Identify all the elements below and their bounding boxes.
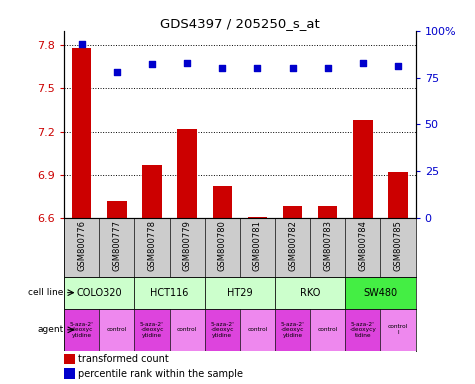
Bar: [99, 309, 134, 351]
Bar: [275, 276, 345, 309]
Point: [254, 65, 261, 71]
Bar: [134, 309, 170, 351]
Text: GSM800785: GSM800785: [394, 220, 402, 271]
Text: cell line: cell line: [28, 288, 64, 297]
Point: [359, 60, 367, 66]
Text: control: control: [318, 327, 338, 332]
Bar: [275, 309, 310, 351]
Bar: [380, 218, 416, 276]
Bar: [240, 218, 275, 276]
Bar: [64, 218, 99, 276]
Title: GDS4397 / 205250_s_at: GDS4397 / 205250_s_at: [160, 17, 320, 30]
Text: GSM800776: GSM800776: [77, 220, 86, 271]
Bar: [389, 172, 408, 218]
Text: control: control: [247, 327, 267, 332]
Text: HT29: HT29: [227, 288, 253, 298]
Text: 5-aza-2'
-deoxycy
tidine: 5-aza-2' -deoxycy tidine: [350, 321, 376, 338]
Bar: [310, 309, 345, 351]
Point: [289, 65, 296, 71]
Bar: [205, 218, 240, 276]
Text: 5-aza-2'
-deoxyc
ytidine: 5-aza-2' -deoxyc ytidine: [140, 321, 164, 338]
Text: GSM800784: GSM800784: [359, 220, 367, 271]
Text: GSM800781: GSM800781: [253, 220, 262, 271]
Bar: [345, 218, 380, 276]
Text: GSM800777: GSM800777: [113, 220, 121, 271]
Bar: [134, 218, 170, 276]
Bar: [205, 276, 275, 309]
Point: [218, 65, 226, 71]
Bar: [64, 369, 75, 379]
Bar: [64, 309, 99, 351]
Bar: [240, 309, 275, 351]
Bar: [310, 218, 345, 276]
Point: [113, 69, 121, 75]
Bar: [283, 207, 302, 218]
Text: GSM800780: GSM800780: [218, 220, 227, 271]
Bar: [248, 217, 267, 218]
Text: GSM800778: GSM800778: [148, 220, 156, 271]
Text: GSM800782: GSM800782: [288, 220, 297, 271]
Text: HCT116: HCT116: [151, 288, 189, 298]
Bar: [380, 309, 416, 351]
Text: control: control: [107, 327, 127, 332]
Point: [148, 61, 156, 68]
Point: [394, 63, 402, 70]
Text: 5-aza-2'
-deoxyc
ytidine: 5-aza-2' -deoxyc ytidine: [281, 321, 304, 338]
Bar: [107, 201, 126, 218]
Text: control
l: control l: [388, 324, 408, 335]
Bar: [213, 186, 232, 218]
Bar: [64, 276, 134, 309]
Point: [78, 41, 86, 47]
Bar: [275, 218, 310, 276]
Bar: [178, 129, 197, 218]
Bar: [353, 120, 372, 218]
Bar: [72, 48, 91, 218]
Text: control: control: [177, 327, 197, 332]
Bar: [99, 218, 134, 276]
Text: transformed count: transformed count: [78, 354, 169, 364]
Bar: [170, 309, 205, 351]
Bar: [205, 309, 240, 351]
Bar: [142, 165, 162, 218]
Bar: [134, 276, 205, 309]
Bar: [64, 354, 75, 364]
Text: GSM800783: GSM800783: [323, 220, 332, 271]
Bar: [318, 207, 337, 218]
Text: 5-aza-2'
-deoxyc
ytidine: 5-aza-2' -deoxyc ytidine: [70, 321, 94, 338]
Bar: [345, 309, 380, 351]
Bar: [170, 218, 205, 276]
Text: 5-aza-2'
-deoxyc
ytidine: 5-aza-2' -deoxyc ytidine: [210, 321, 234, 338]
Text: agent: agent: [37, 325, 64, 334]
Text: GSM800779: GSM800779: [183, 220, 191, 271]
Text: COLO320: COLO320: [76, 288, 122, 298]
Text: SW480: SW480: [363, 288, 398, 298]
Text: RKO: RKO: [300, 288, 320, 298]
Point: [183, 60, 191, 66]
Text: percentile rank within the sample: percentile rank within the sample: [78, 369, 243, 379]
Point: [324, 65, 332, 71]
Bar: [345, 276, 416, 309]
